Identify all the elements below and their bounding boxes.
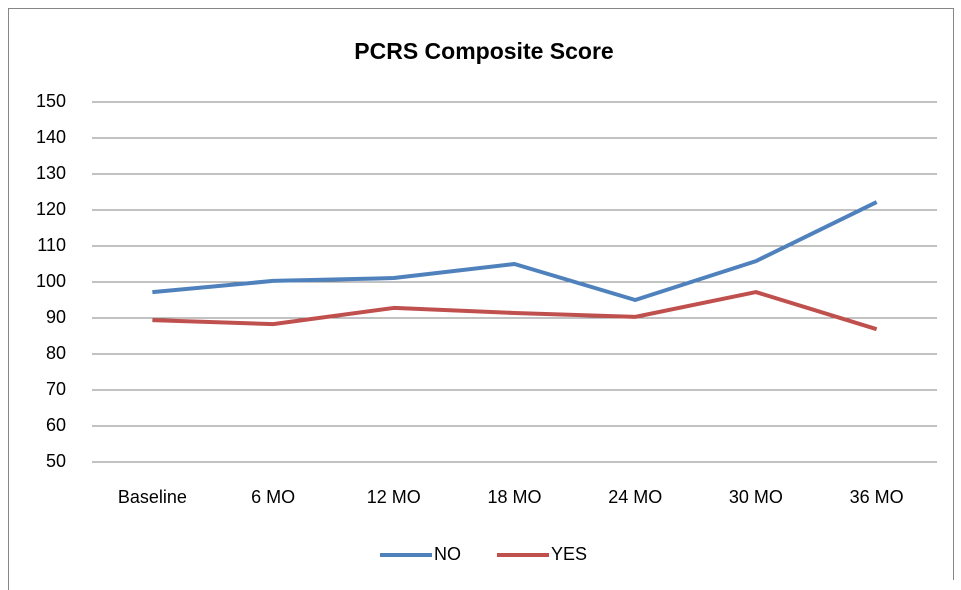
- y-tick-label: 130: [36, 163, 66, 183]
- x-tick-label: 30 MO: [729, 487, 783, 507]
- x-tick-label: 6 MO: [251, 487, 295, 507]
- series-line: [152, 290, 878, 332]
- chart-title: PCRS Composite Score: [354, 38, 613, 64]
- x-tick-label: 36 MO: [850, 487, 904, 507]
- y-tick-label: 50: [46, 451, 66, 471]
- legend-label: NO: [434, 544, 461, 564]
- x-tick-label: Baseline: [118, 487, 187, 507]
- y-tick-label: 60: [46, 415, 66, 435]
- x-tick-label: 24 MO: [608, 487, 662, 507]
- y-tick-label: 140: [36, 127, 66, 147]
- y-tick-label: 120: [36, 199, 66, 219]
- y-tick-label: 150: [36, 91, 66, 111]
- x-tick-label: 12 MO: [367, 487, 421, 507]
- y-tick-label: 110: [37, 235, 66, 255]
- chart-frame: [8, 8, 954, 590]
- y-tick-label: 80: [46, 343, 66, 363]
- y-tick-label: 90: [46, 307, 66, 327]
- x-tick-label: 18 MO: [487, 487, 541, 507]
- legend-label: YES: [551, 544, 587, 564]
- y-tick-label: 100: [36, 271, 66, 291]
- series-line: [152, 200, 878, 302]
- y-tick-label: 70: [46, 379, 66, 399]
